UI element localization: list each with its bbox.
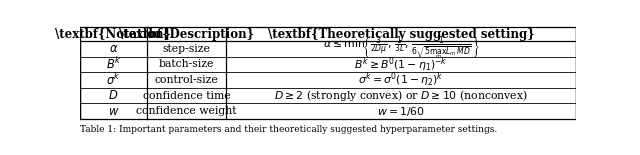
Text: confidence weight: confidence weight xyxy=(136,106,237,116)
Text: $\sigma^k = \sigma^0(1-\eta_2)^k$: $\sigma^k = \sigma^0(1-\eta_2)^k$ xyxy=(358,71,444,89)
Text: $w$: $w$ xyxy=(108,105,119,118)
Text: $B^k \geq B^0(1-\eta_1)^{-k}$: $B^k \geq B^0(1-\eta_1)^{-k}$ xyxy=(355,55,448,74)
Text: $D$: $D$ xyxy=(108,89,118,102)
Text: $\alpha$: $\alpha$ xyxy=(109,42,118,55)
Text: control-size: control-size xyxy=(155,75,218,85)
Text: $B^k$: $B^k$ xyxy=(106,57,122,72)
Text: \textbf{Description}: \textbf{Description} xyxy=(119,28,254,41)
Text: Table 1: Important parameters and their theoretically suggested hyperparameter s: Table 1: Important parameters and their … xyxy=(80,125,497,134)
Text: \textbf{Notation}: \textbf{Notation} xyxy=(56,28,172,41)
Bar xyxy=(80,27,576,119)
Text: batch-size: batch-size xyxy=(159,60,214,69)
Text: \textbf{Theoretically suggested setting}: \textbf{Theoretically suggested setting} xyxy=(268,28,534,41)
Text: $\sigma^k$: $\sigma^k$ xyxy=(106,72,121,88)
Text: $w = 1/60$: $w = 1/60$ xyxy=(377,105,425,118)
Text: confidence time: confidence time xyxy=(143,91,230,101)
Text: step-size: step-size xyxy=(163,44,211,54)
Text: $D \geq 2$ (strongly convex) or $D \geq 10$ (nonconvex): $D \geq 2$ (strongly convex) or $D \geq … xyxy=(274,88,528,103)
Text: $\alpha \leq \min\!\left\{\frac{3}{2D\mu},\, \frac{1}{3L},\, \frac{1}{6\sqrt{5\m: $\alpha \leq \min\!\left\{\frac{3}{2D\mu… xyxy=(323,35,479,63)
